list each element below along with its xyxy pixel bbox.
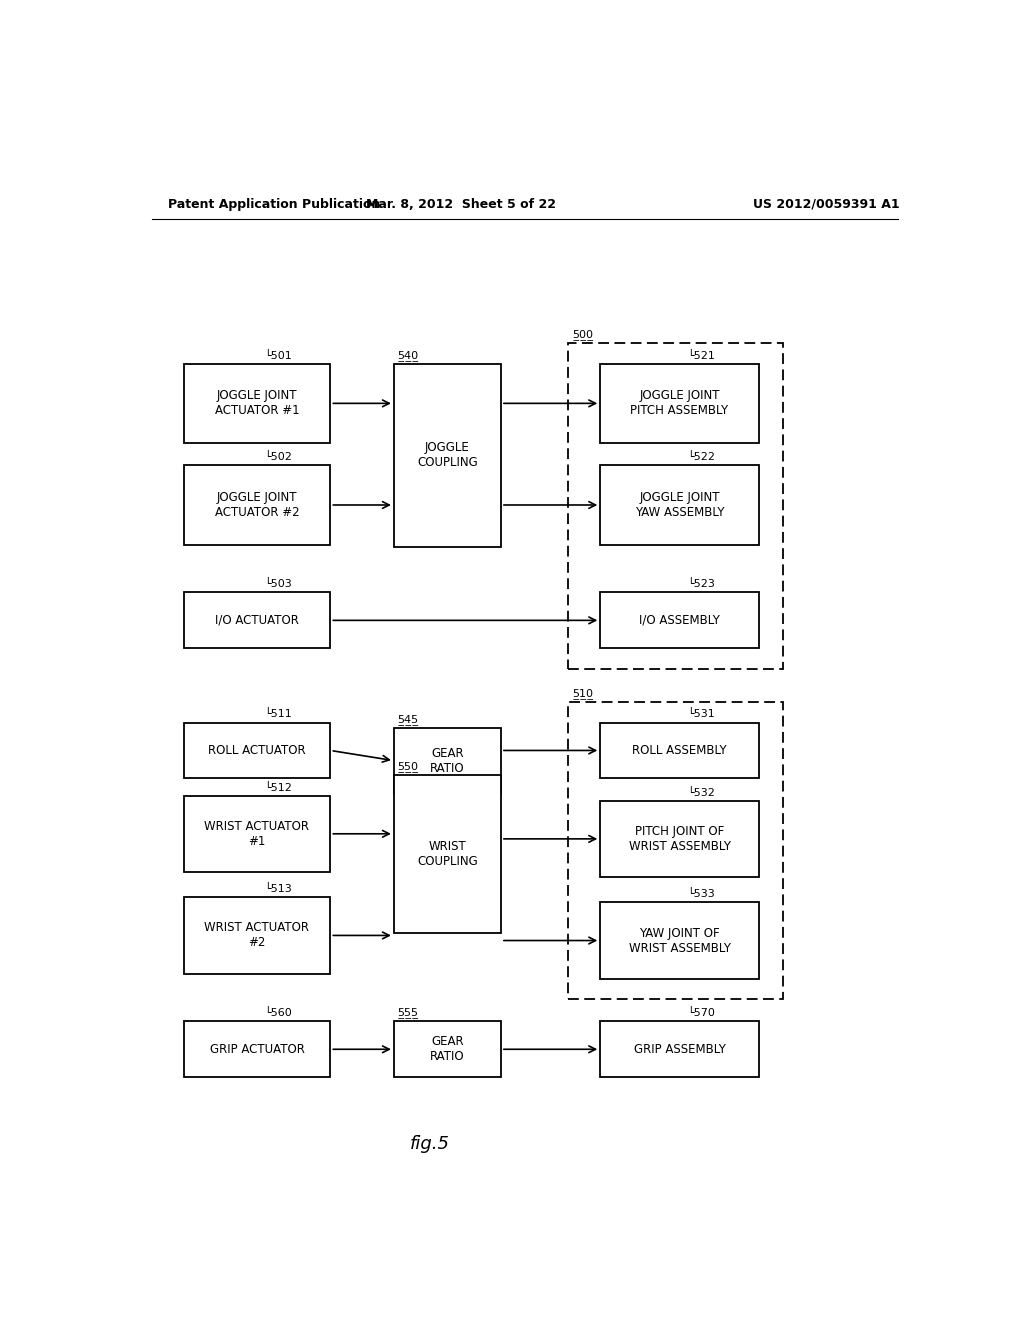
- Bar: [394, 727, 501, 793]
- Text: GEAR
RATIO: GEAR RATIO: [430, 747, 465, 775]
- Bar: [183, 1022, 331, 1077]
- Text: 5̲1̲0̲: 5̲1̲0̲: [572, 688, 594, 700]
- Bar: [568, 343, 782, 669]
- Text: PITCH JOINT OF
WRIST ASSEMBLY: PITCH JOINT OF WRIST ASSEMBLY: [629, 825, 730, 853]
- Text: └570: └570: [687, 1008, 716, 1018]
- Text: └503: └503: [264, 579, 292, 589]
- Bar: [568, 702, 782, 999]
- Text: ROLL ASSEMBLY: ROLL ASSEMBLY: [632, 744, 727, 756]
- Bar: [600, 801, 759, 876]
- Text: GRIP ASSEMBLY: GRIP ASSEMBLY: [634, 1043, 725, 1056]
- Text: └502: └502: [264, 453, 292, 462]
- Text: 5̲5̲5̲: 5̲5̲5̲: [397, 1007, 418, 1018]
- Text: Mar. 8, 2012  Sheet 5 of 22: Mar. 8, 2012 Sheet 5 of 22: [367, 198, 556, 211]
- Text: └513: └513: [264, 884, 292, 894]
- Bar: [183, 796, 331, 873]
- Text: 5̲0̲0̲: 5̲0̲0̲: [572, 330, 594, 341]
- Bar: [183, 593, 331, 648]
- Text: I/O ACTUATOR: I/O ACTUATOR: [215, 614, 299, 627]
- Text: GRIP ACTUATOR: GRIP ACTUATOR: [210, 1043, 304, 1056]
- Bar: [600, 1022, 759, 1077]
- Text: └501: └501: [264, 351, 292, 360]
- Text: WRIST ACTUATOR
#2: WRIST ACTUATOR #2: [205, 921, 309, 949]
- Bar: [183, 898, 331, 974]
- Bar: [394, 775, 501, 933]
- Bar: [183, 364, 331, 444]
- Text: I/O ASSEMBLY: I/O ASSEMBLY: [639, 614, 720, 627]
- Text: └512: └512: [264, 783, 292, 792]
- Text: JOGGLE JOINT
ACTUATOR #2: JOGGLE JOINT ACTUATOR #2: [215, 491, 299, 519]
- Bar: [600, 593, 759, 648]
- Text: └532: └532: [687, 788, 716, 797]
- Text: WRIST
COUPLING: WRIST COUPLING: [417, 840, 478, 869]
- Text: └531: └531: [687, 709, 715, 719]
- Bar: [600, 466, 759, 545]
- Text: └521: └521: [687, 351, 716, 360]
- Text: 5̲5̲0̲: 5̲5̲0̲: [397, 762, 418, 772]
- Bar: [600, 364, 759, 444]
- Text: Patent Application Publication: Patent Application Publication: [168, 198, 380, 211]
- Text: JOGGLE JOINT
PITCH ASSEMBLY: JOGGLE JOINT PITCH ASSEMBLY: [631, 389, 729, 417]
- Text: └560: └560: [264, 1008, 292, 1018]
- Bar: [394, 364, 501, 546]
- Text: 5̲4̲5̲: 5̲4̲5̲: [397, 714, 418, 725]
- Text: └523: └523: [687, 579, 716, 589]
- Text: YAW JOINT OF
WRIST ASSEMBLY: YAW JOINT OF WRIST ASSEMBLY: [629, 927, 730, 954]
- Text: 5̲4̲0̲: 5̲4̲0̲: [397, 350, 418, 360]
- Text: US 2012/0059391 A1: US 2012/0059391 A1: [753, 198, 900, 211]
- Text: └522: └522: [687, 453, 716, 462]
- Text: WRIST ACTUATOR
#1: WRIST ACTUATOR #1: [205, 820, 309, 847]
- Text: JOGGLE JOINT
ACTUATOR #1: JOGGLE JOINT ACTUATOR #1: [215, 389, 299, 417]
- Bar: [600, 722, 759, 779]
- Text: └533: └533: [687, 890, 715, 899]
- Text: JOGGLE
COUPLING: JOGGLE COUPLING: [417, 441, 478, 469]
- Text: JOGGLE JOINT
YAW ASSEMBLY: JOGGLE JOINT YAW ASSEMBLY: [635, 491, 724, 519]
- Text: GEAR
RATIO: GEAR RATIO: [430, 1035, 465, 1064]
- Text: ROLL ACTUATOR: ROLL ACTUATOR: [208, 744, 306, 756]
- Bar: [183, 466, 331, 545]
- Bar: [394, 1022, 501, 1077]
- Text: fig.5: fig.5: [410, 1135, 450, 1154]
- Bar: [600, 903, 759, 978]
- Text: └511: └511: [264, 709, 292, 719]
- Bar: [183, 722, 331, 779]
